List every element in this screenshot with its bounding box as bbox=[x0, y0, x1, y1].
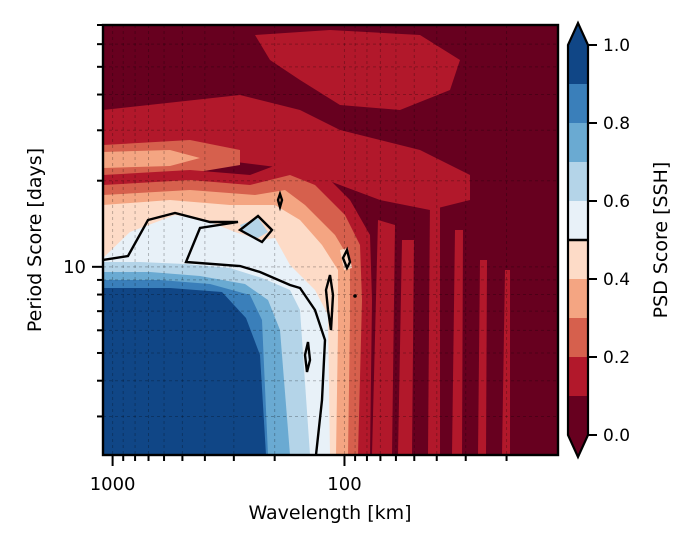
score-band-patch bbox=[255, 30, 460, 110]
colorbar-label: PSD Score [SSH] bbox=[650, 162, 672, 319]
score-band-streak bbox=[398, 240, 414, 455]
contour-line-0.5 bbox=[353, 294, 357, 298]
y-tick-label: 10 bbox=[63, 257, 86, 278]
colorbar-segment bbox=[568, 279, 588, 318]
score-band-streak bbox=[452, 230, 463, 455]
colorbar-segment bbox=[568, 84, 588, 123]
colorbar-segment bbox=[568, 45, 588, 84]
colorbar-tick-label: 0.0 bbox=[603, 426, 630, 446]
contour-line-0.5 bbox=[103, 211, 327, 455]
x-axis: 1000 100 bbox=[90, 455, 508, 495]
score-band-patch bbox=[103, 150, 200, 168]
colorbar-tick-label: 0.6 bbox=[603, 192, 630, 212]
contour-line-0.5 bbox=[324, 274, 335, 331]
colorbar-extend-min bbox=[568, 435, 588, 457]
x-axis-label: Wavelength [km] bbox=[248, 502, 411, 524]
score-band-streak bbox=[502, 270, 510, 455]
colorbar-segment bbox=[568, 201, 588, 240]
plot-area bbox=[103, 25, 558, 455]
contour-line-0.5 bbox=[237, 214, 274, 244]
colorbar-segment bbox=[568, 318, 588, 357]
colorbar-segment bbox=[568, 357, 588, 396]
colorbar: 0.0 0.2 0.4 0.6 0.8 1.0 bbox=[566, 20, 630, 460]
x-tick-label: 1000 bbox=[90, 474, 136, 495]
contour-line-0.5 bbox=[303, 341, 312, 373]
colorbar-segment bbox=[568, 162, 588, 201]
score-band-streak bbox=[428, 200, 440, 455]
score-band-0.9 bbox=[103, 288, 266, 455]
contour-line-0.5 bbox=[276, 190, 284, 212]
contour-line-0.5 bbox=[341, 246, 352, 271]
colorbar-tick-label: 1.0 bbox=[603, 36, 630, 56]
colorbar-segment bbox=[568, 123, 588, 162]
score-band-streak bbox=[478, 260, 487, 455]
colorbar-tick-label: 0.2 bbox=[603, 348, 630, 368]
x-tick-label: 100 bbox=[327, 474, 361, 495]
score-band-patch bbox=[103, 95, 470, 210]
colorbar-segment bbox=[568, 396, 588, 435]
score-band-streak bbox=[372, 220, 395, 455]
colorbar-extend-max bbox=[568, 23, 588, 45]
colorbar-tick-label: 0.8 bbox=[603, 114, 630, 134]
colorbar-segment bbox=[568, 240, 588, 279]
y-axis-label: Period Score [days] bbox=[24, 148, 46, 332]
colorbar-tick-label: 0.4 bbox=[603, 270, 630, 290]
plot-frame bbox=[101, 23, 560, 457]
y-axis: 10 bbox=[63, 24, 103, 418]
